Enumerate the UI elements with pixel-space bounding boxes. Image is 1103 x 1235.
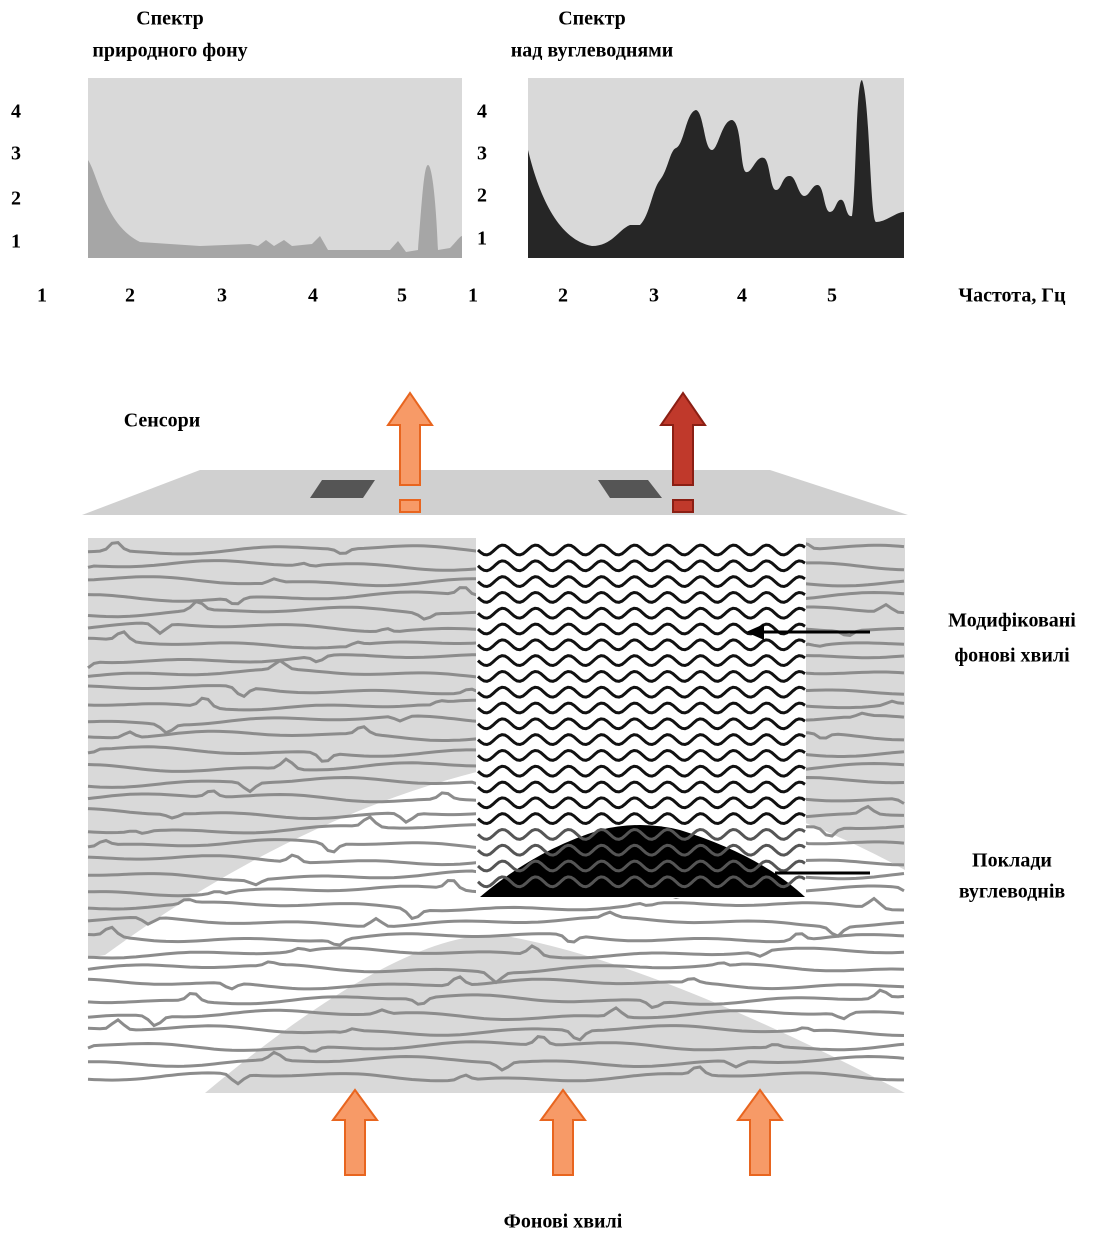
background-wave <box>87 1050 905 1072</box>
background-wave <box>87 1065 904 1086</box>
y-tick-label: 1 <box>477 228 487 250</box>
wave-arrow <box>331 1088 379 1176</box>
y-tick-label: 4 <box>11 101 21 123</box>
spectrum-curve <box>528 80 904 258</box>
spectrum-panel <box>88 78 462 258</box>
background-wave <box>87 1035 905 1053</box>
label: вуглеводнів <box>959 881 1066 903</box>
x-tick-label: 1 <box>37 285 47 307</box>
modified-wave <box>476 748 806 762</box>
wave-arrow <box>736 1088 784 1176</box>
label: Фонові хвилі <box>504 1211 623 1233</box>
x-tick-label: 2 <box>125 285 135 307</box>
x-tick-label: 4 <box>308 285 318 307</box>
background-wave <box>87 944 905 960</box>
signal-arrow <box>659 391 707 486</box>
x-tick-label: 3 <box>649 285 659 307</box>
modified-wave <box>476 543 806 557</box>
spectrum-title: над вуглеводнями <box>511 40 674 62</box>
label: фонові хвилі <box>954 645 1070 667</box>
background-wave <box>87 925 905 947</box>
modified-wave <box>476 559 806 573</box>
modified-wave <box>476 638 806 652</box>
modified-wave <box>476 764 806 778</box>
x-tick-label: 2 <box>558 285 568 307</box>
x-tick-label: 3 <box>217 285 227 307</box>
modified-wave <box>476 843 806 857</box>
spectrum-title: Спектр <box>136 8 204 30</box>
sensors-label: Сенсори <box>124 410 201 432</box>
sensor <box>310 480 375 498</box>
background-wave <box>87 910 905 938</box>
modified-wave <box>476 606 806 620</box>
modified-wave <box>476 590 806 604</box>
background-wave <box>87 896 905 921</box>
x-tick-label: 5 <box>397 285 407 307</box>
surface <box>82 470 908 515</box>
modified-wave <box>476 717 806 731</box>
modified-wave <box>476 575 806 589</box>
modified-wave <box>476 796 806 810</box>
spectrum-curve <box>88 160 462 258</box>
hydrocarbon-deposit <box>480 825 805 897</box>
modified-wave <box>476 780 806 794</box>
modified-wave <box>476 859 806 873</box>
modified-wave <box>476 733 806 747</box>
y-tick-label: 2 <box>477 185 487 207</box>
axis-label: Частота, Гц <box>958 285 1066 307</box>
label: Поклади <box>972 850 1052 872</box>
signal-arrow-base <box>399 499 421 513</box>
signal-arrow-base <box>672 499 694 513</box>
signal-arrow <box>386 391 434 486</box>
background-wave <box>87 1018 905 1042</box>
x-tick-label: 4 <box>737 285 747 307</box>
y-tick-label: 2 <box>11 188 21 210</box>
background-wave <box>87 1006 905 1028</box>
gray-zone <box>205 934 905 1093</box>
background-wave <box>87 975 905 991</box>
y-tick-label: 3 <box>477 143 487 165</box>
label: Модифіковані <box>948 610 1076 632</box>
wave-arrow <box>539 1088 587 1176</box>
modified-wave <box>476 669 806 683</box>
modified-wave <box>476 875 806 889</box>
modified-wave <box>476 827 806 841</box>
spectrum-title: Спектр <box>558 8 626 30</box>
spectrum-title: природного фону <box>92 40 247 62</box>
modified-wave <box>476 701 806 715</box>
modified-wave <box>476 654 806 668</box>
y-tick-label: 3 <box>11 143 21 165</box>
y-tick-label: 4 <box>477 101 487 123</box>
pointer-head <box>746 624 764 640</box>
modified-wave <box>476 812 806 826</box>
x-tick-label: 5 <box>827 285 837 307</box>
sensor <box>598 480 662 498</box>
y-tick-label: 1 <box>11 231 21 253</box>
x-tick-label: 1 <box>468 285 478 307</box>
background-wave <box>87 988 905 1010</box>
modified-wave <box>476 685 806 699</box>
